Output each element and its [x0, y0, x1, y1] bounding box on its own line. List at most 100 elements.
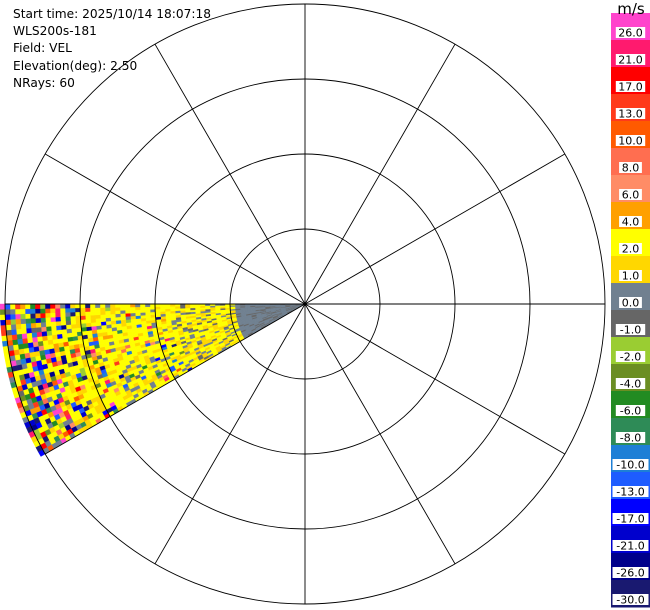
velocity-bin	[9, 303, 16, 310]
velocity-bin	[54, 303, 61, 309]
velocity-bin	[29, 308, 36, 314]
velocity-bin	[74, 307, 81, 313]
azimuth-spoke	[44, 153, 306, 305]
velocity-bin	[50, 316, 56, 323]
velocity-bin	[135, 312, 141, 317]
velocity-bin	[95, 318, 101, 323]
velocity-bin	[174, 308, 181, 312]
velocity-bin	[45, 326, 52, 332]
velocity-bin	[114, 303, 121, 308]
colorbar-label-bg	[619, 162, 642, 173]
colorbar-label-bg	[619, 270, 642, 281]
velocity-bin	[65, 316, 71, 321]
velocity-bin	[34, 303, 41, 309]
velocity-bin	[84, 307, 91, 312]
velocity-bin	[51, 329, 58, 336]
velocity-bin	[4, 303, 11, 310]
velocity-bin	[44, 312, 51, 318]
field-text: Field: VEL	[13, 41, 72, 56]
velocity-bin	[30, 317, 36, 324]
velocity-bin	[20, 328, 27, 335]
velocity-bin	[70, 319, 77, 325]
colorbar-tick-label: -2.0	[620, 351, 641, 364]
velocity-bin	[59, 307, 66, 313]
velocity-bin	[54, 308, 61, 313]
velocity-bin	[70, 323, 77, 329]
velocity-bin	[50, 321, 57, 327]
velocity-bin	[125, 312, 131, 317]
velocity-bin	[84, 303, 91, 309]
velocity-bin	[25, 322, 32, 329]
colorbar-label-bg	[615, 432, 646, 443]
velocity-bin	[34, 308, 41, 314]
colorbar-label-bg	[615, 405, 646, 416]
velocity-bin	[26, 337, 33, 344]
velocity-bin	[9, 308, 16, 315]
colorbar-tick-label: -26.0	[616, 567, 644, 580]
velocity-bin	[56, 333, 63, 340]
velocity-bin	[139, 306, 146, 310]
velocity-bin	[39, 308, 46, 314]
colorbar-tick-label: 6.0	[622, 189, 640, 202]
velocity-bin	[159, 308, 166, 312]
velocity-bin	[125, 315, 131, 320]
velocity-bin	[164, 308, 171, 312]
velocity-bin	[144, 306, 151, 310]
velocity-bin	[46, 334, 53, 341]
velocity-bin	[110, 313, 116, 318]
velocity-bin	[37, 340, 44, 347]
colorbar-tick-label: 0.0	[622, 297, 640, 310]
velocity-bin	[35, 317, 41, 324]
velocity-bin	[19, 313, 26, 320]
velocity-bin	[64, 303, 71, 309]
colorbar-label-bg	[615, 27, 646, 38]
colorbar-label-bg	[612, 594, 649, 605]
velocity-bin	[100, 317, 106, 323]
velocity-bin	[130, 312, 136, 317]
velocity-bin	[0, 324, 7, 331]
colorbar-label-bg	[612, 513, 649, 524]
velocity-bin	[14, 308, 21, 315]
velocity-bin	[71, 327, 77, 333]
velocity-bin	[64, 311, 71, 317]
velocity-bin	[20, 323, 27, 330]
velocity-bin	[60, 320, 67, 326]
colorbar-tick-label: -6.0	[620, 405, 641, 418]
velocity-bin	[65, 320, 72, 326]
azimuth-spoke	[304, 43, 456, 305]
colorbar-label-bg	[612, 567, 649, 578]
velocity-bin	[90, 314, 96, 320]
velocity-bin	[100, 314, 106, 319]
velocity-bin	[79, 303, 86, 309]
velocity-bin	[130, 315, 136, 320]
velocity-bin	[0, 309, 6, 315]
velocity-bin	[36, 336, 43, 342]
colorbar-tick-label: 26.0	[618, 27, 643, 40]
colorbar-label-bg	[615, 108, 646, 119]
velocity-bin	[51, 334, 58, 340]
azimuth-spoke	[304, 153, 566, 305]
velocity-bin	[109, 303, 116, 308]
colorbar-label-bg	[615, 54, 646, 65]
velocity-sector	[0, 303, 306, 457]
velocity-bin	[105, 320, 112, 326]
velocity-bin	[115, 313, 121, 318]
velocity-bin	[39, 303, 46, 309]
velocity-bin	[21, 333, 28, 339]
velocity-bin	[179, 305, 186, 309]
velocity-bin	[26, 332, 33, 339]
azimuth-spoke	[44, 303, 306, 455]
azimuth-spoke	[304, 303, 456, 565]
velocity-bin	[90, 322, 97, 327]
velocity-bin	[169, 308, 176, 312]
velocity-bin	[85, 318, 92, 324]
colorbar-label-bg	[612, 540, 649, 551]
velocity-bin	[94, 307, 101, 312]
velocity-bin	[20, 318, 26, 325]
velocity-bin	[110, 320, 117, 325]
velocity-bin	[104, 310, 111, 315]
velocity-bin	[184, 305, 191, 309]
velocity-bin	[44, 303, 51, 309]
velocity-bin	[69, 303, 76, 309]
